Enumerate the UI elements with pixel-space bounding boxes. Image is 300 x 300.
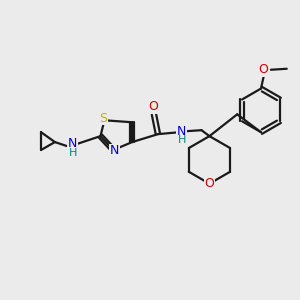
Text: O: O (205, 177, 214, 190)
Text: N: N (68, 136, 77, 150)
Text: H: H (178, 135, 186, 145)
Text: N: N (177, 125, 186, 138)
Text: O: O (148, 100, 158, 113)
Text: N: N (110, 145, 119, 158)
Text: H: H (68, 148, 77, 158)
Text: O: O (258, 63, 268, 76)
Text: S: S (99, 112, 107, 125)
